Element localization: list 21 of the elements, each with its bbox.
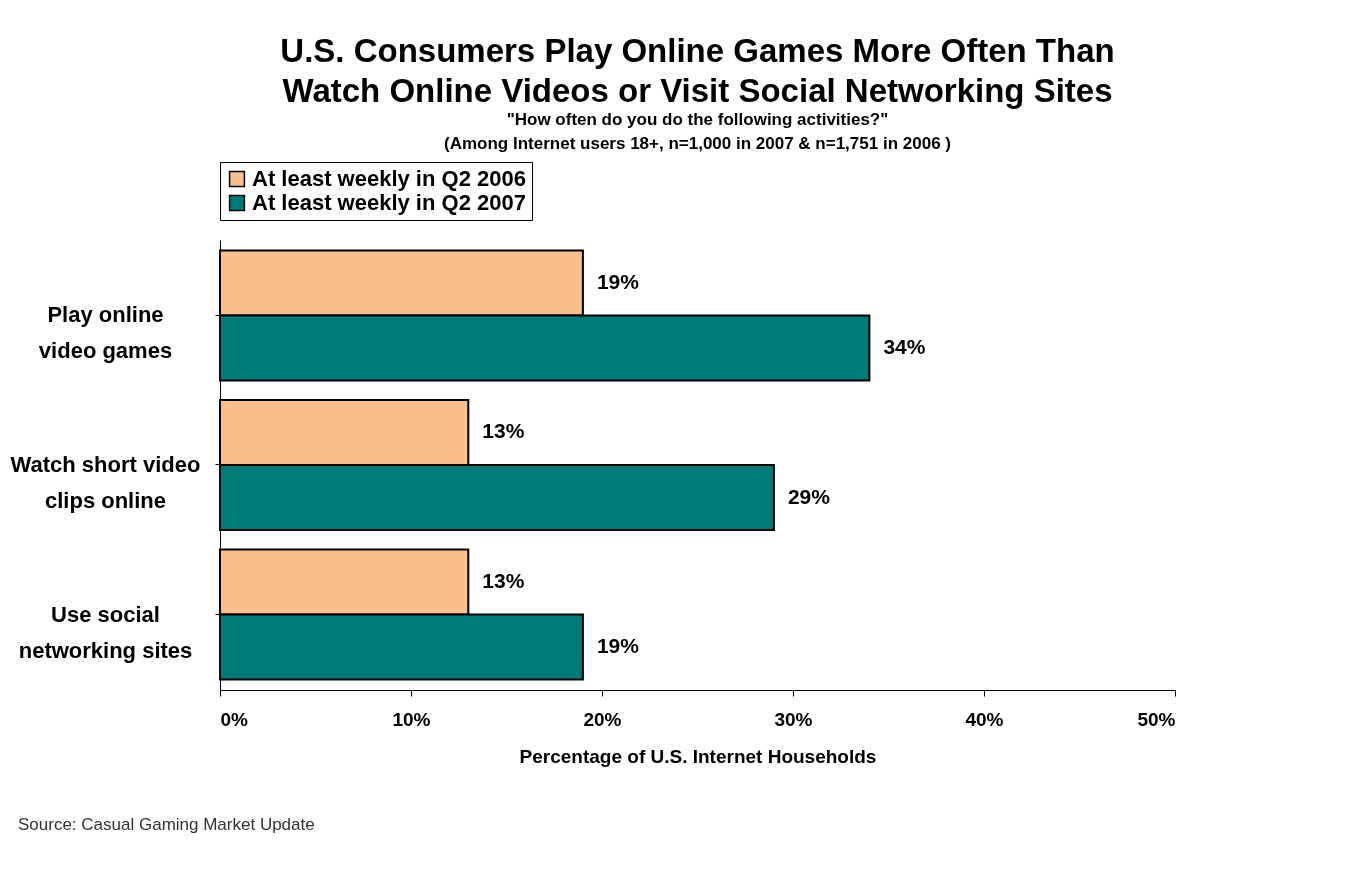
data-label: 34% [883,335,926,359]
data-label: 13% [482,419,525,443]
x-tick-label: 50% [1137,708,1176,730]
x-tick-label: 10% [392,708,431,730]
chart-subtitle: "How often do you do the following activities?" (Among Internet users 18+, n=1,000 in 2007 & n=1,751 in 2006 ) [444,109,951,153]
chart-title: U.S. Consumers Play Online Games More Often Than Watch Online Videos or Visit Social Networking Sites [280,31,1115,109]
x-tick-label: 20% [583,708,622,730]
x-tick-label: 0% [220,708,249,730]
x-tick-label: 30% [774,708,813,730]
source-note: Source: Casual Gaming Market Update [18,815,315,835]
legend-label: At least weekly in Q2 2006 [252,166,526,191]
y-tick-label: Use social networking sites [18,601,193,663]
x-tick-label: 40% [965,708,1004,730]
data-label: 29% [787,484,831,508]
legend-label: At least weekly in Q2 2007 [252,190,526,215]
y-tick-label: Play online video games [38,302,173,364]
y-tick-label: Watch short video clips online [10,452,201,513]
data-label: 19% [596,269,640,293]
x-axis-title: Percentage of U.S. Internet Households [519,745,877,767]
data-label: 19% [596,634,640,658]
data-label: 13% [482,568,525,592]
